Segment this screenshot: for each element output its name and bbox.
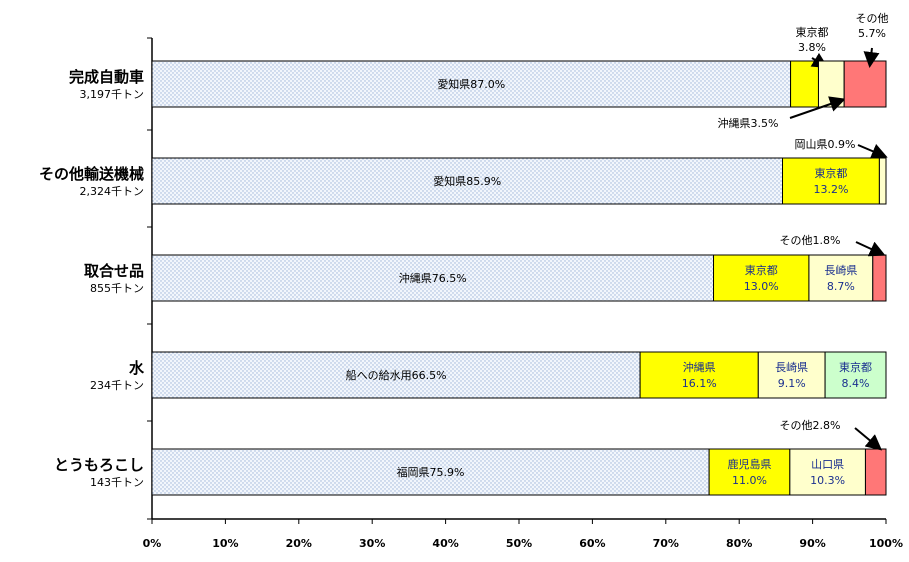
segment-label: 船への給水用66.5% bbox=[346, 368, 447, 382]
category-total: 3,197千トン bbox=[80, 88, 145, 101]
category-label: 取合せ品 bbox=[84, 262, 144, 280]
x-tick-label: 80% bbox=[726, 537, 752, 550]
bar-segment bbox=[151, 448, 710, 496]
bar-segment bbox=[782, 157, 880, 205]
callout-label: 5.7% bbox=[858, 27, 886, 40]
segment-label: 8.7% bbox=[827, 280, 855, 293]
callout-arrow bbox=[855, 241, 886, 257]
bar-segment bbox=[708, 448, 791, 496]
segment-label: 愛知県87.0% bbox=[437, 77, 505, 91]
bar-segment bbox=[713, 254, 810, 302]
x-tick-label: 60% bbox=[579, 537, 605, 550]
bar-segment bbox=[843, 60, 887, 108]
callout-label: その他1.8% bbox=[780, 234, 841, 247]
bar-segment bbox=[151, 351, 641, 399]
callout-label: 沖縄県3.5% bbox=[718, 116, 779, 130]
callout-label: 東京都 bbox=[796, 25, 829, 39]
bar-segment bbox=[789, 448, 866, 496]
category-total: 2,324千トン bbox=[80, 185, 145, 198]
bar-segment bbox=[878, 157, 887, 205]
segment-label: 9.1% bbox=[778, 377, 806, 390]
segment-label: 13.0% bbox=[744, 280, 779, 293]
callout-label: その他 bbox=[856, 12, 889, 25]
x-tick-label: 90% bbox=[799, 537, 825, 550]
segment-label: 福岡県75.9% bbox=[397, 465, 465, 479]
x-tick-label: 70% bbox=[653, 537, 679, 550]
segment-label: 東京都 bbox=[839, 360, 872, 374]
category-label: とうもろこし bbox=[54, 456, 144, 474]
segment-label: 東京都 bbox=[814, 166, 847, 180]
segment-label: 10.3% bbox=[810, 474, 845, 487]
bar-segment bbox=[151, 60, 792, 108]
bar-segment bbox=[639, 351, 759, 399]
bar-segment bbox=[808, 254, 874, 302]
segment-label: 沖縄県 bbox=[683, 360, 716, 374]
bar-segment bbox=[151, 157, 784, 205]
callout-arrow bbox=[789, 96, 846, 119]
x-tick-label: 40% bbox=[432, 537, 458, 550]
bar-segment bbox=[824, 351, 887, 399]
callout-label: その他2.8% bbox=[780, 419, 841, 432]
x-tick-label: 0% bbox=[143, 537, 162, 550]
category-label: 水 bbox=[129, 359, 145, 377]
segment-label: 沖縄県76.5% bbox=[399, 271, 467, 285]
segment-label: 鹿児島県 bbox=[727, 457, 771, 471]
callout-label: 岡山県0.9% bbox=[795, 138, 856, 151]
x-tick-label: 50% bbox=[506, 537, 532, 550]
callout-arrow bbox=[863, 47, 880, 68]
x-tick-label: 10% bbox=[212, 537, 238, 550]
segment-label: 東京都 bbox=[745, 263, 778, 277]
segment-label: 11.0% bbox=[732, 474, 767, 487]
category-label: その他輸送機械 bbox=[39, 165, 144, 183]
category-total: 143千トン bbox=[90, 476, 144, 489]
x-tick-label: 100% bbox=[869, 537, 903, 550]
segment-label: 16.1% bbox=[682, 377, 717, 390]
bar-segment bbox=[757, 351, 826, 399]
bar-segment bbox=[790, 60, 819, 108]
callout-arrow bbox=[857, 143, 888, 159]
segment-label: 13.2% bbox=[813, 183, 848, 196]
x-tick-label: 20% bbox=[286, 537, 312, 550]
callout-label: 3.8% bbox=[798, 41, 826, 54]
category-total: 855千トン bbox=[90, 282, 144, 295]
segment-label: 山口県 bbox=[811, 458, 844, 471]
x-tick-label: 30% bbox=[359, 537, 385, 550]
segment-label: 長崎県 bbox=[824, 263, 857, 277]
bar-segment bbox=[151, 254, 715, 302]
segment-label: 長崎県 bbox=[775, 360, 808, 374]
segment-label: 愛知県85.9% bbox=[433, 174, 501, 188]
category-total: 234千トン bbox=[90, 379, 144, 392]
bar-segment bbox=[864, 448, 887, 496]
segment-label: 8.4% bbox=[842, 377, 870, 390]
category-label: 完成自動車 bbox=[69, 68, 144, 86]
bar-segment bbox=[872, 254, 887, 302]
callout-arrow bbox=[854, 427, 883, 451]
